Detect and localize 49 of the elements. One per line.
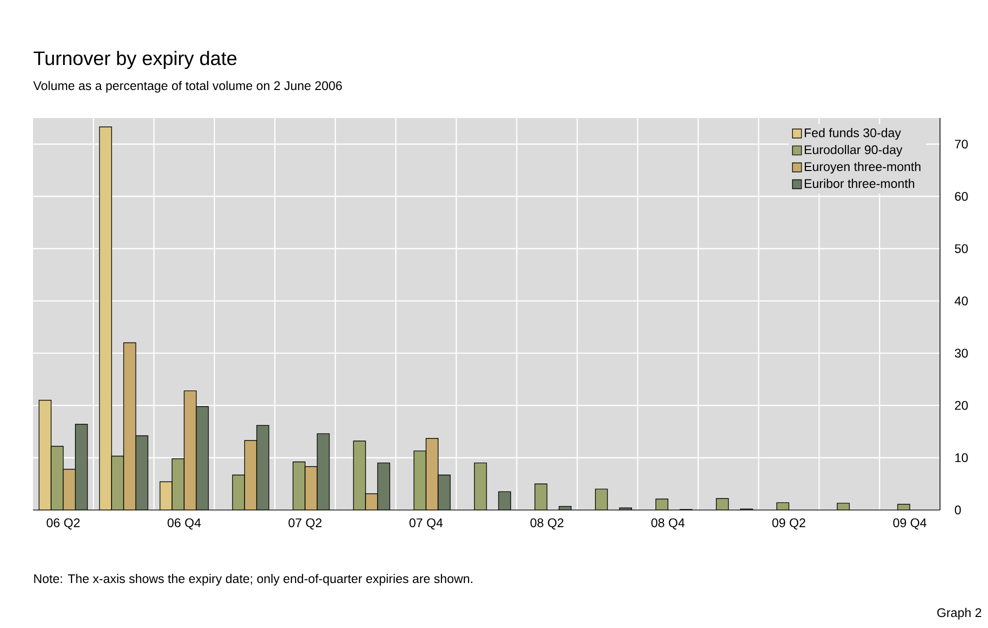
bar <box>63 469 76 510</box>
bar <box>136 436 148 510</box>
bar <box>438 474 450 510</box>
x-tick-label: 09 Q4 <box>893 518 926 530</box>
x-tick-label: 08 Q4 <box>651 518 685 530</box>
y-tick-label: 30 <box>954 348 968 358</box>
bar <box>378 462 390 510</box>
y-tick-label: 50 <box>954 244 968 254</box>
bar <box>184 390 196 510</box>
y-tick-label: 10 <box>955 453 968 462</box>
x-tick-label: 07 Q4 <box>410 518 443 530</box>
legend-label: Fed funds 30-day <box>804 128 902 140</box>
x-tick-label: 06 Q2 <box>46 518 80 530</box>
bar <box>366 494 378 510</box>
bar <box>172 458 184 510</box>
y-tick-label: 70 <box>955 140 968 149</box>
bar <box>75 424 88 510</box>
bar <box>124 342 136 510</box>
bar <box>51 446 64 510</box>
bar <box>353 440 366 510</box>
x-tick-label: 09 Q2 <box>772 518 806 530</box>
bar <box>305 466 318 510</box>
bar <box>112 456 124 510</box>
x-tick-label: 06 Q4 <box>168 518 201 530</box>
y-tick-label: 20 <box>955 401 968 410</box>
y-tick-label: 40 <box>954 296 968 306</box>
text: Note: The x-axis shows the expiry date; only end-of-quarter expiries are shown. <box>34 574 472 586</box>
bar <box>498 492 511 510</box>
bar <box>426 438 438 510</box>
bar <box>534 484 547 510</box>
legend-label: Euribor three-month <box>804 178 914 188</box>
chart-subtitle: Volume as a percentage of total volume on 2 June 2006 <box>33 80 342 93</box>
bar <box>100 126 112 510</box>
legend-label: Euroyen three-month <box>804 162 920 174</box>
bar <box>39 400 52 510</box>
bar <box>256 425 269 510</box>
bar <box>244 440 257 510</box>
bar <box>595 489 608 510</box>
chart-title: Turnover by expiry date <box>34 50 236 70</box>
y-tick-label: 60 <box>955 192 968 201</box>
x-tick-label: 07 Q2 <box>288 518 322 530</box>
bar <box>232 474 245 510</box>
bar <box>196 406 208 510</box>
bar <box>293 462 306 510</box>
legend-label: Eurodollar 90-day <box>804 144 902 157</box>
bar <box>317 434 330 510</box>
caption: Graph 2 <box>937 608 982 620</box>
x-tick-label: 08 Q2 <box>530 518 564 530</box>
y-tick-label: 0 <box>954 506 961 514</box>
